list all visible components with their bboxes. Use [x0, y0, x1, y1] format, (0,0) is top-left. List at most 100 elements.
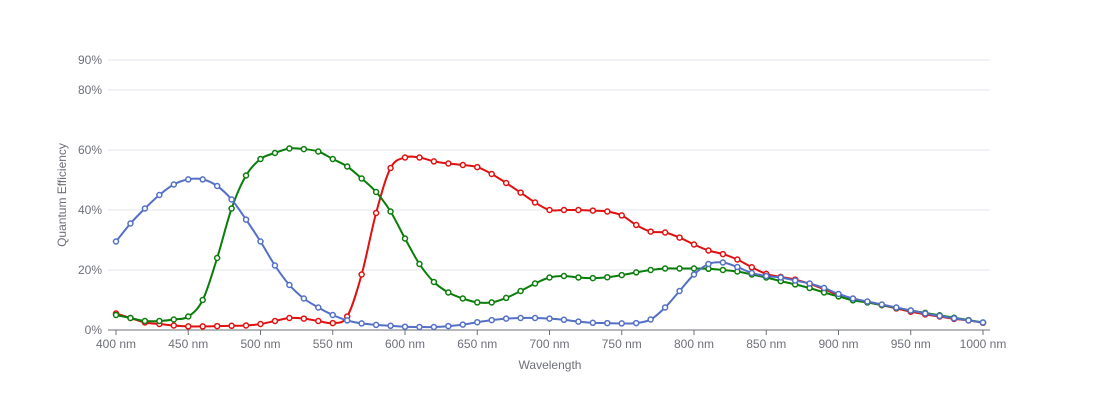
data-point[interactable] [864, 298, 871, 305]
data-point[interactable] [401, 154, 409, 161]
data-point[interactable] [445, 160, 452, 167]
data-point[interactable] [459, 321, 467, 328]
data-point[interactable] [719, 266, 727, 274]
data-point[interactable] [329, 311, 336, 319]
data-point[interactable] [300, 315, 308, 322]
data-point[interactable] [213, 322, 221, 330]
data-point[interactable] [141, 317, 149, 325]
data-point[interactable] [242, 172, 250, 179]
data-point[interactable] [618, 320, 625, 327]
data-point[interactable] [343, 163, 351, 170]
data-point[interactable] [474, 163, 481, 171]
data-point[interactable] [286, 281, 293, 289]
data-point[interactable] [676, 265, 683, 272]
data-point[interactable] [401, 323, 409, 330]
data-point[interactable] [445, 322, 452, 330]
data-point[interactable] [141, 205, 149, 212]
data-point[interactable] [777, 274, 784, 281]
data-point[interactable] [531, 199, 539, 206]
data-point[interactable] [849, 295, 857, 302]
data-point[interactable] [575, 274, 582, 281]
data-point[interactable] [170, 322, 178, 329]
data-point[interactable] [488, 299, 495, 306]
data-point[interactable] [199, 296, 206, 304]
data-point[interactable] [213, 182, 221, 190]
data-point[interactable] [127, 314, 134, 322]
data-point[interactable] [358, 271, 365, 278]
data-point[interactable] [488, 170, 495, 178]
data-point[interactable] [416, 323, 423, 331]
data-point[interactable] [474, 299, 481, 306]
data-point[interactable] [315, 304, 322, 311]
data-point[interactable] [936, 312, 943, 320]
data-point[interactable] [560, 272, 568, 280]
data-point[interactable] [979, 319, 987, 326]
data-point[interactable] [517, 287, 524, 295]
data-point[interactable] [416, 154, 423, 161]
data-point[interactable] [705, 260, 712, 268]
data-point[interactable] [112, 311, 120, 319]
data-point[interactable] [170, 316, 178, 323]
data-point[interactable] [387, 208, 394, 215]
data-point[interactable] [820, 284, 828, 292]
data-point[interactable] [748, 269, 756, 277]
data-point[interactable] [474, 318, 481, 326]
data-point[interactable] [791, 277, 799, 284]
data-point[interactable] [517, 314, 524, 322]
data-point[interactable] [257, 155, 264, 163]
data-point[interactable] [719, 250, 727, 258]
data-point[interactable] [632, 221, 640, 229]
data-point[interactable] [502, 315, 510, 322]
data-point[interactable] [416, 260, 423, 268]
data-point[interactable] [401, 235, 409, 242]
data-point[interactable] [185, 176, 192, 183]
data-point[interactable] [734, 256, 741, 263]
data-point[interactable] [185, 313, 192, 320]
data-point[interactable] [705, 247, 712, 254]
data-point[interactable] [329, 155, 336, 163]
data-point[interactable] [560, 316, 568, 324]
data-point[interactable] [560, 206, 568, 214]
data-point[interactable] [372, 188, 380, 196]
data-point[interactable] [358, 320, 365, 327]
data-point[interactable] [242, 322, 250, 329]
data-point[interactable] [228, 196, 235, 203]
data-point[interactable] [271, 149, 279, 157]
data-point[interactable] [329, 319, 336, 327]
data-point[interactable] [343, 317, 351, 324]
data-points[interactable] [112, 145, 987, 331]
data-point[interactable] [387, 164, 394, 172]
data-point[interactable] [661, 229, 669, 236]
data-point[interactable] [213, 254, 221, 262]
data-point[interactable] [632, 269, 640, 276]
data-point[interactable] [257, 320, 264, 328]
data-point[interactable] [112, 238, 120, 245]
data-point[interactable] [156, 191, 163, 199]
data-point[interactable] [257, 238, 264, 245]
data-point[interactable] [661, 265, 669, 272]
data-point[interactable] [315, 317, 322, 325]
data-point[interactable] [575, 206, 582, 214]
data-point[interactable] [531, 314, 539, 322]
data-point[interactable] [893, 304, 900, 311]
data-point[interactable] [546, 315, 553, 322]
data-point[interactable] [127, 220, 134, 227]
data-point[interactable] [647, 228, 654, 235]
data-point[interactable] [676, 234, 683, 241]
data-point[interactable] [358, 175, 365, 182]
data-point[interactable] [242, 216, 250, 223]
data-point[interactable] [199, 176, 206, 183]
data-point[interactable] [502, 179, 510, 187]
data-point[interactable] [907, 307, 914, 314]
data-point[interactable] [488, 316, 495, 324]
data-point[interactable] [271, 262, 279, 269]
data-point[interactable] [647, 316, 654, 323]
data-point[interactable] [228, 205, 235, 212]
data-point[interactable] [589, 319, 597, 327]
data-point[interactable] [546, 206, 553, 214]
data-point[interactable] [430, 323, 438, 331]
data-point[interactable] [734, 263, 741, 271]
data-point[interactable] [156, 317, 163, 325]
data-point[interactable] [531, 280, 539, 287]
data-point[interactable] [965, 317, 972, 324]
